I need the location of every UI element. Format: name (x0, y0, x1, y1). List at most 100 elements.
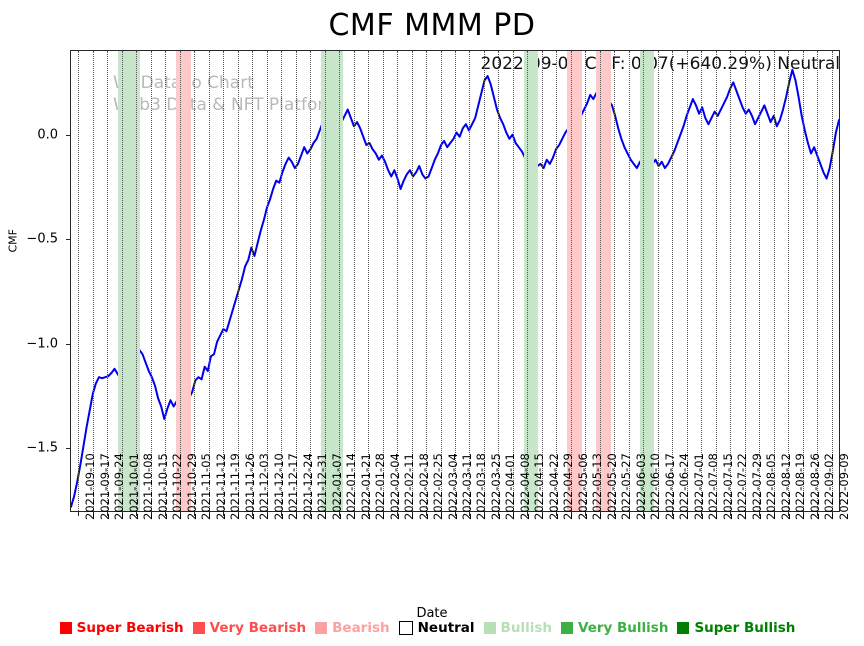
gridline (730, 51, 732, 511)
gridline (310, 51, 312, 511)
gridline (744, 51, 746, 511)
legend-swatch-icon (398, 621, 413, 635)
x-tick-label: 2022-08-26 (807, 453, 822, 520)
legend-item[interactable]: Very Bearish (192, 620, 306, 636)
y-tick-label: −1.0 (26, 336, 58, 352)
gridline (368, 51, 370, 511)
x-tick-mark (831, 512, 833, 516)
x-tick-mark (614, 512, 616, 516)
gridline (237, 51, 239, 511)
legend-item[interactable]: Bearish (315, 620, 390, 636)
x-tick-label: 2022-02-25 (431, 453, 446, 520)
x-tick-mark (759, 512, 761, 516)
x-tick-label: 2021-10-08 (141, 453, 156, 520)
gridline (455, 51, 456, 511)
x-tick-label: 2022-04-01 (503, 453, 518, 520)
x-tick-mark (310, 512, 312, 516)
legend-label: Super Bullish (694, 620, 796, 636)
x-tick-mark (715, 512, 717, 516)
y-tick-mark (66, 239, 70, 241)
x-tick-label: 2022-04-29 (561, 453, 576, 520)
x-tick-label: 2022-07-29 (749, 453, 764, 520)
x-tick-mark (252, 512, 254, 516)
legend-label: Bearish (332, 620, 390, 636)
x-tick-mark (397, 512, 399, 516)
gridline (614, 51, 616, 511)
x-tick-label: 2021-09-24 (112, 453, 127, 520)
legend-item[interactable]: Bullish (483, 620, 552, 636)
sentiment-band (320, 51, 343, 511)
x-tick-mark (440, 512, 442, 516)
x-tick-mark (570, 512, 572, 516)
x-tick-mark (121, 512, 123, 516)
x-tick-mark (657, 512, 659, 516)
x-tick-mark (266, 512, 268, 516)
x-tick-label: 2021-11-26 (242, 453, 257, 520)
gridline (541, 51, 543, 511)
legend-item[interactable]: Super Bearish (59, 620, 184, 636)
gridline (281, 51, 283, 511)
legend-item[interactable]: Neutral (398, 620, 475, 636)
x-tick-label: 2022-05-20 (604, 453, 619, 520)
legend-swatch-icon (560, 622, 573, 634)
y-tick-mark (66, 134, 70, 136)
x-tick-mark (353, 512, 355, 516)
x-tick-label: 2022-05-06 (575, 453, 590, 520)
x-tick-label: 2022-07-22 (735, 453, 750, 520)
plot-area (70, 50, 840, 512)
x-tick-mark (628, 512, 630, 516)
gridline (208, 51, 210, 511)
x-tick-mark (744, 512, 746, 516)
gridline (788, 51, 790, 511)
gridline (339, 51, 341, 511)
x-tick-mark (281, 512, 283, 516)
x-tick-mark (483, 512, 485, 516)
legend-label: Super Bearish (76, 620, 184, 636)
x-tick-label: 2021-10-29 (184, 453, 199, 520)
legend-label: Neutral (417, 620, 475, 636)
x-tick-mark (701, 512, 703, 516)
x-tick-label: 2022-05-13 (590, 453, 605, 520)
x-tick-mark (672, 512, 674, 516)
gridline (252, 51, 254, 511)
x-tick-mark (237, 512, 239, 516)
x-tick-mark (455, 512, 456, 516)
x-tick-label: 2022-08-05 (764, 453, 779, 520)
x-tick-label: 2021-11-05 (199, 453, 214, 520)
x-tick-label: 2022-09-09 (836, 453, 851, 520)
x-tick-label: 2022-07-01 (691, 453, 706, 520)
x-tick-label: 2022-03-04 (445, 453, 460, 520)
gridline (527, 51, 529, 511)
y-tick-label: −1.5 (26, 440, 58, 456)
gridline (759, 51, 761, 511)
x-tick-mark (512, 512, 514, 516)
legend-item[interactable]: Very Bullish (560, 620, 668, 636)
gridline (136, 51, 138, 511)
x-tick-mark (339, 512, 341, 516)
x-tick-label: 2022-02-11 (402, 453, 417, 520)
gridline (701, 51, 703, 511)
gridline (628, 51, 630, 511)
x-tick-label: 2022-08-19 (793, 453, 808, 520)
gridline (440, 51, 442, 511)
gridline (773, 51, 775, 511)
gridline (512, 51, 514, 511)
x-tick-mark (150, 512, 152, 516)
gridline (324, 51, 326, 511)
x-tick-label: 2022-04-08 (517, 453, 532, 520)
x-tick-label: 2021-12-24 (300, 453, 315, 520)
x-tick-mark (411, 512, 413, 516)
gridline (498, 51, 500, 511)
x-tick-label: 2022-05-27 (619, 453, 634, 520)
legend-item[interactable]: Super Bullish (677, 620, 795, 636)
gridline (802, 51, 804, 511)
x-tick-mark (556, 512, 558, 516)
x-tick-label: 2022-03-18 (474, 453, 489, 520)
x-tick-label: 2022-03-11 (460, 453, 474, 520)
legend-swatch-icon (677, 622, 690, 634)
page-title: CMF MMM PD (328, 8, 536, 43)
gridline (426, 51, 428, 511)
x-tick-label: 2022-04-15 (532, 453, 547, 520)
gridline (353, 51, 355, 511)
x-tick-mark (368, 512, 370, 516)
